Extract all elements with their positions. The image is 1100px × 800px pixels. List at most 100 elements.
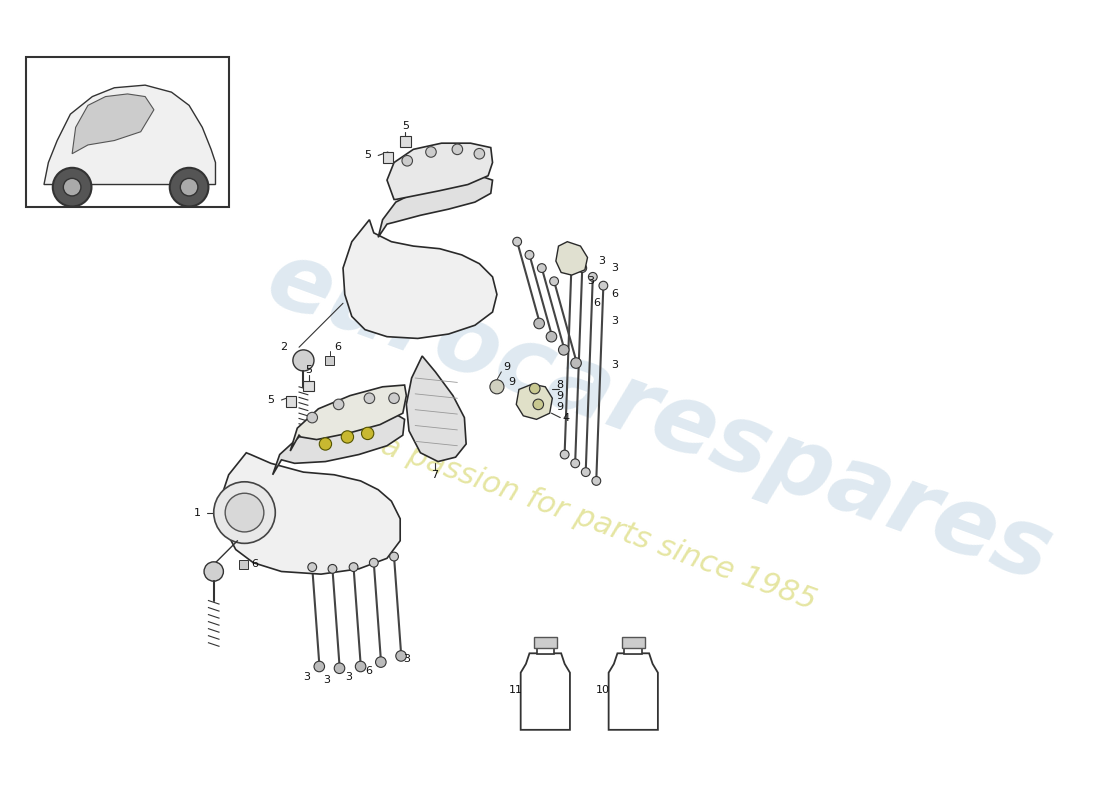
Circle shape: [534, 318, 544, 329]
Circle shape: [53, 168, 91, 206]
Circle shape: [560, 450, 569, 459]
Circle shape: [568, 255, 576, 264]
Polygon shape: [516, 384, 552, 419]
Polygon shape: [290, 385, 406, 451]
Bar: [621, 638, 645, 648]
Polygon shape: [44, 85, 216, 185]
Circle shape: [396, 650, 406, 662]
Circle shape: [547, 331, 557, 342]
Text: 3: 3: [598, 256, 605, 266]
Circle shape: [307, 412, 318, 423]
Bar: [326, 356, 334, 365]
Polygon shape: [273, 413, 405, 474]
Polygon shape: [608, 654, 658, 730]
Bar: [625, 647, 642, 654]
Circle shape: [389, 552, 398, 561]
Text: 6: 6: [252, 559, 258, 570]
Text: 2: 2: [279, 342, 287, 352]
Circle shape: [364, 393, 375, 403]
Circle shape: [328, 565, 337, 574]
Polygon shape: [406, 356, 466, 462]
Polygon shape: [378, 176, 493, 238]
Circle shape: [402, 155, 412, 166]
Circle shape: [582, 468, 591, 477]
Text: 9: 9: [556, 402, 563, 412]
Circle shape: [490, 380, 504, 394]
Text: 9: 9: [556, 390, 563, 401]
Polygon shape: [556, 242, 587, 275]
Text: 1: 1: [194, 507, 200, 518]
Circle shape: [474, 149, 485, 159]
Bar: [26, 57, 229, 206]
Text: 3: 3: [323, 674, 331, 685]
Text: 6: 6: [334, 342, 341, 352]
Circle shape: [529, 383, 540, 394]
Circle shape: [571, 459, 580, 468]
Text: 5: 5: [364, 150, 371, 161]
Text: 6: 6: [365, 666, 372, 676]
Text: 3: 3: [344, 672, 352, 682]
Circle shape: [578, 264, 586, 273]
Text: 3: 3: [612, 360, 618, 370]
Circle shape: [559, 345, 569, 355]
Text: 3: 3: [587, 276, 594, 286]
Circle shape: [308, 562, 317, 571]
Circle shape: [213, 482, 275, 543]
Circle shape: [571, 358, 582, 368]
Text: 7: 7: [431, 470, 438, 480]
Circle shape: [513, 238, 521, 246]
Bar: [239, 560, 248, 569]
Text: 3: 3: [403, 654, 410, 665]
Circle shape: [550, 277, 559, 286]
Circle shape: [426, 146, 437, 158]
Text: 4: 4: [563, 413, 570, 422]
Circle shape: [355, 662, 366, 672]
Bar: [383, 152, 393, 162]
Circle shape: [226, 494, 264, 532]
Text: 10: 10: [596, 686, 611, 695]
Text: 6: 6: [612, 290, 618, 299]
Bar: [534, 638, 557, 648]
Bar: [537, 647, 554, 654]
Polygon shape: [387, 143, 493, 199]
Text: a passion for parts since 1985: a passion for parts since 1985: [376, 430, 820, 615]
Text: 3: 3: [612, 316, 618, 326]
Circle shape: [452, 144, 463, 154]
Circle shape: [293, 350, 314, 371]
Text: eurocarespares: eurocarespares: [255, 233, 1065, 602]
Bar: [286, 397, 296, 407]
Circle shape: [180, 178, 198, 196]
Circle shape: [334, 663, 344, 674]
Text: 6: 6: [594, 298, 601, 308]
Polygon shape: [343, 220, 497, 338]
Circle shape: [169, 168, 208, 206]
Text: 11: 11: [508, 686, 522, 695]
Bar: [400, 136, 410, 146]
Circle shape: [319, 438, 331, 450]
Text: 3: 3: [304, 672, 310, 682]
Circle shape: [525, 250, 533, 259]
Polygon shape: [220, 453, 400, 574]
Circle shape: [588, 273, 597, 282]
Circle shape: [600, 282, 608, 290]
Polygon shape: [520, 654, 570, 730]
Text: 5: 5: [402, 122, 409, 131]
Circle shape: [370, 558, 378, 567]
Text: 5: 5: [267, 395, 274, 405]
Circle shape: [362, 427, 374, 439]
Circle shape: [592, 477, 601, 486]
Text: 5: 5: [305, 365, 312, 375]
Circle shape: [534, 399, 543, 410]
Circle shape: [64, 178, 81, 196]
Circle shape: [341, 430, 353, 443]
Polygon shape: [73, 94, 154, 154]
Circle shape: [205, 562, 223, 581]
Circle shape: [388, 393, 399, 403]
Circle shape: [349, 562, 358, 571]
Bar: [304, 381, 313, 391]
Text: 9: 9: [508, 378, 516, 387]
Circle shape: [538, 264, 547, 273]
Circle shape: [314, 662, 324, 672]
Text: 8: 8: [556, 380, 563, 390]
Circle shape: [375, 657, 386, 667]
